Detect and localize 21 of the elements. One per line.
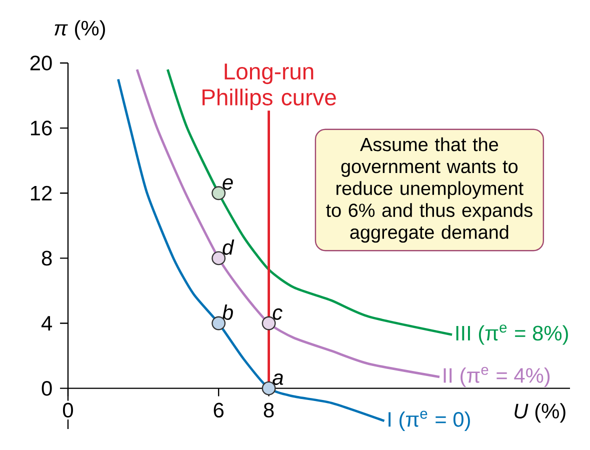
data-label: a	[272, 373, 284, 385]
data-label: b	[222, 304, 233, 320]
series-label: I (π$^{e}$ = 0)	[388, 410, 470, 431]
y-axis-title: π (%)	[54, 20, 105, 40]
series-label: III (π$^{e}$ = 8%)	[456, 324, 568, 345]
data-label: e	[222, 178, 233, 190]
y-tick-label: 12	[30, 186, 52, 200]
series-label: II (π$^{e}$ = 4%)	[444, 366, 550, 388]
y-tick-label: 16	[30, 120, 52, 136]
y-tick-label: 0	[42, 380, 52, 396]
y-tick-label: 4	[41, 316, 52, 330]
y-tick-label: 20	[30, 56, 52, 70]
x-axis-title: U (%)	[514, 403, 566, 423]
x-tick-label: 0	[62, 402, 73, 418]
x-tick-label: 6	[214, 402, 224, 418]
data-label: c	[272, 308, 282, 320]
y-tick-label: 8	[42, 250, 52, 266]
ref-line-label: Long-run Phillips curve	[202, 64, 336, 110]
annotation: Assume that the government wants to reduce unemployment to 6% and thus expands aggregate demand	[326, 137, 532, 243]
data-label: d	[222, 239, 234, 255]
x-tick-label: 8	[264, 402, 274, 418]
